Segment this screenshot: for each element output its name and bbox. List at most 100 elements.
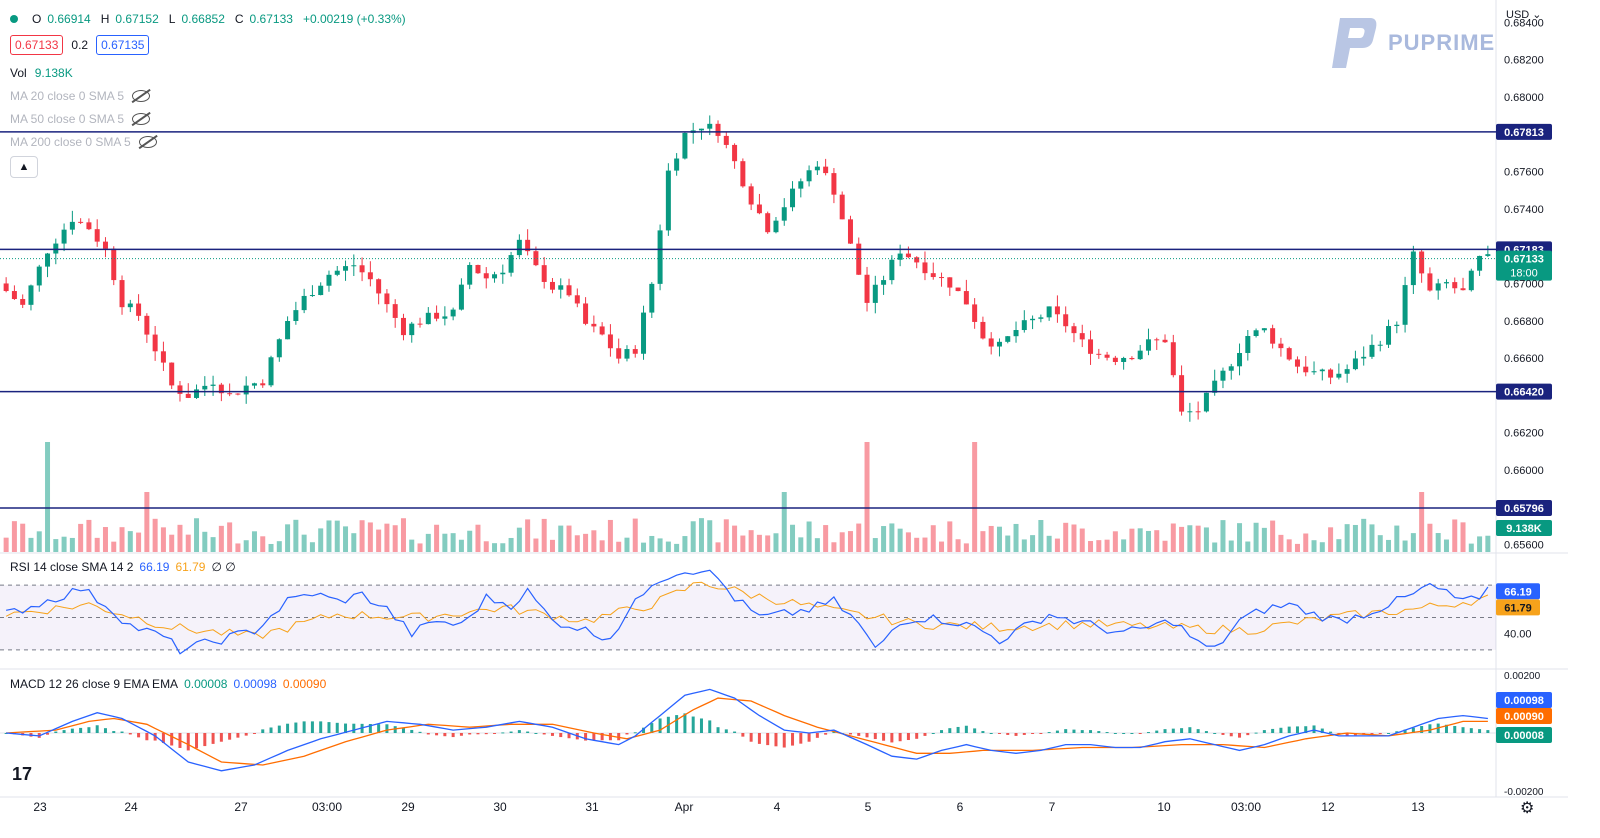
tradingview-logo[interactable]: 17 [12, 764, 33, 784]
time-tick-label: 7 [1049, 800, 1056, 814]
candle-body [525, 239, 531, 252]
macd-histogram-bar [642, 727, 646, 733]
volume-bar [798, 537, 804, 552]
volume-bar [1328, 527, 1334, 552]
macd-histogram-bar [923, 733, 927, 736]
macd-histogram-bar [741, 733, 745, 737]
collapse-legend-button[interactable]: ▲ [10, 156, 38, 178]
volume-bar [690, 521, 696, 552]
rsi-legend[interactable]: RSI 14 close SMA 14 2 66.19 61.79 ∅ ∅ [10, 560, 236, 574]
candle-body [1162, 339, 1168, 343]
macd-histogram-bar [120, 731, 124, 733]
macd-histogram-bar [608, 733, 612, 741]
volume-legend[interactable]: Vol 9.138K [10, 66, 73, 80]
volume-bar [996, 526, 1002, 552]
volume-bar [963, 543, 969, 552]
volume-bar [847, 531, 853, 552]
macd-histogram-bar [1146, 732, 1150, 734]
trading-chart[interactable]: 0.678130.671830.664200.657960.6713318:00… [0, 0, 1568, 821]
macd-histogram-bar [186, 733, 190, 751]
candle-body [1485, 254, 1491, 256]
macd-legend[interactable]: MACD 12 26 close 9 EMA EMA 0.00008 0.000… [10, 677, 326, 691]
macd-histogram-bar [435, 733, 439, 736]
candle-body [756, 204, 762, 214]
macd-histogram-bar [501, 732, 505, 734]
candle-body [881, 280, 887, 285]
candle-body [20, 299, 26, 305]
eye-off-icon[interactable] [138, 136, 157, 148]
ma50-legend[interactable]: MA 50 close 0 SMA 5 [10, 112, 151, 126]
candle-body [1319, 369, 1325, 372]
candle-body [831, 173, 837, 195]
candle-body [889, 259, 895, 281]
volume-bar [260, 536, 266, 552]
volume-bar [376, 529, 382, 552]
price-tick-label: 0.66600 [1504, 353, 1544, 365]
candle-body [996, 341, 1002, 347]
macd-histogram-bar [915, 733, 919, 739]
macd-histogram-bar [1097, 731, 1101, 733]
candle-body [549, 281, 555, 290]
eye-off-icon[interactable] [132, 113, 151, 125]
macd-histogram-bar [1204, 731, 1208, 733]
volume-bar [1336, 539, 1342, 552]
chart-background [0, 0, 1568, 821]
volume-bar [814, 538, 820, 552]
high-label: H [100, 12, 110, 26]
ma50-label: MA 50 close 0 SMA 5 [10, 112, 125, 126]
volume-bar [558, 525, 564, 552]
candle-body [980, 321, 986, 339]
volume-bar [136, 532, 142, 552]
volume-bar [1154, 530, 1160, 552]
candle-body [1311, 371, 1317, 373]
volume-bar [202, 531, 208, 552]
macd-histogram-bar [401, 728, 405, 733]
volume-bar [665, 541, 671, 552]
volume-bar [1352, 524, 1358, 552]
macd-histogram-bar [1138, 733, 1142, 734]
macd-badge [1496, 708, 1552, 724]
macd-badge [1496, 727, 1552, 743]
candle-body [566, 285, 572, 296]
candle-body [533, 251, 539, 266]
candle-body [293, 310, 299, 322]
currency-selector[interactable]: USD ⌄ [1506, 8, 1542, 21]
buy-button[interactable]: 0.67135 [96, 35, 150, 55]
candle-body [1261, 328, 1267, 331]
candle-body [218, 384, 224, 394]
volume-bar [972, 442, 978, 552]
eye-off-icon[interactable] [132, 90, 151, 102]
candle-body [732, 144, 738, 162]
volume-bar [773, 533, 779, 552]
candle-body [591, 323, 597, 327]
volume-bar [1270, 520, 1276, 552]
volume-bar [326, 520, 332, 552]
macd-histogram-bar [95, 725, 99, 733]
candle-body [1410, 251, 1416, 286]
volume-bar [1195, 525, 1201, 552]
candle-body [500, 272, 506, 275]
rsi-sma-badge [1496, 599, 1540, 616]
sell-button[interactable]: 0.67133 [10, 35, 64, 55]
macd-histogram-bar [1279, 727, 1283, 733]
volume-bar [475, 524, 481, 552]
macd-histogram-bar [236, 733, 240, 738]
volume-bar [541, 518, 547, 552]
candle-body [715, 123, 721, 136]
macd-histogram-bar [757, 733, 761, 744]
candle-body [1096, 353, 1102, 355]
candle-body [558, 285, 564, 290]
ma200-legend[interactable]: MA 200 close 0 SMA 5 [10, 135, 157, 149]
ma20-legend[interactable]: MA 20 close 0 SMA 5 [10, 89, 151, 103]
candle-body [285, 321, 291, 340]
candle-body [227, 393, 233, 395]
candle-body [1352, 358, 1358, 370]
volume-bar [384, 523, 390, 552]
macd-histogram-bar [145, 733, 149, 741]
settings-gear-icon[interactable]: ⚙ [1520, 800, 1535, 817]
time-tick-label: 13 [1411, 800, 1425, 814]
macd-histogram-bar [1072, 729, 1076, 733]
macd-histogram-bar [1287, 726, 1291, 733]
macd-histogram-bar [468, 733, 472, 735]
candle-body [1402, 285, 1408, 325]
